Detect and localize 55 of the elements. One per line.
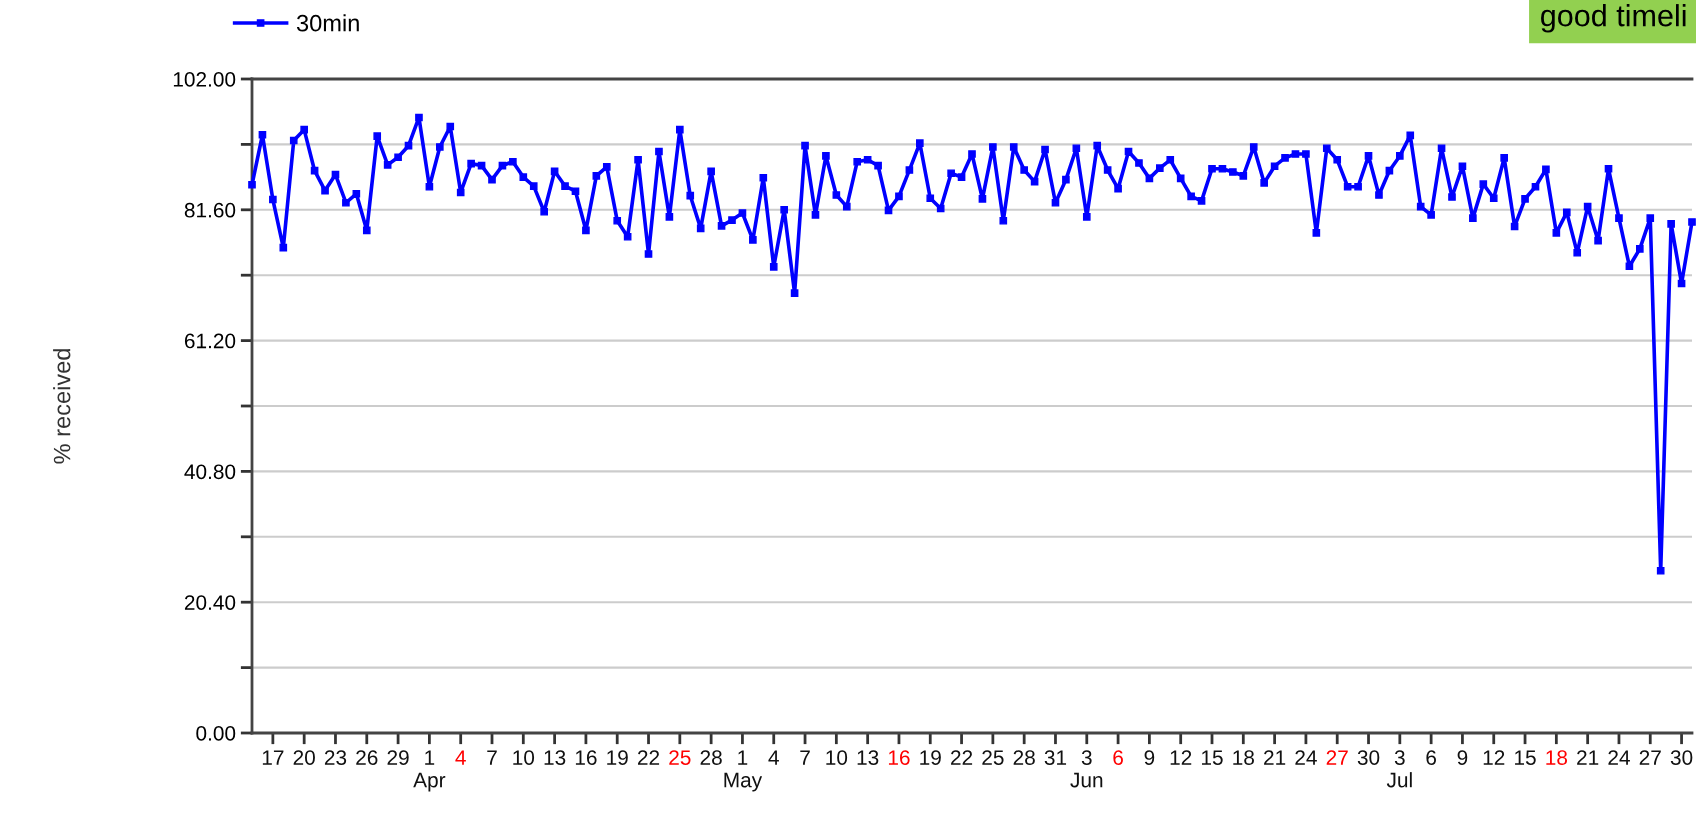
x-tick-label: 30 [1357,750,1380,765]
y-tick-label: 102.00 [173,72,236,87]
x-tick-label: 9 [1457,750,1468,765]
x-tick-label: 17 [262,750,284,765]
x-tick-label: 10 [826,750,848,765]
x-tick-label: 25 [669,750,691,765]
x-tick-label: 30 [1670,750,1693,765]
x-tick-label: 7 [800,750,810,765]
x-tick-label: 29 [387,750,409,765]
x-tick-label: 16 [888,750,910,765]
x-tick-label: 24 [1295,750,1317,765]
x-tick-label: 12 [1170,750,1192,765]
y-tick-label: 61.20 [184,333,236,349]
x-tick-label: 12 [1483,750,1505,765]
x-tick-label: 31 [1044,750,1067,765]
x-tick-label: 19 [920,750,941,765]
x-tick-label: 1 Apr [413,750,446,792]
x-tick-label: 15 [1202,750,1223,765]
text: good timeli [1541,4,1686,33]
y-tick-label: 0.00 [196,726,236,741]
y-tick-label: 40.80 [184,464,236,480]
y-tick-label: 81.60 [184,202,236,218]
x-tick-label: 6 [1426,750,1437,765]
y-tick-label: 20.40 [184,595,236,610]
x-tick-label: 21 [1577,750,1599,765]
x-tick-label: 4 [455,750,466,765]
x-tick-label: 15 [1515,750,1536,765]
x-tick-label: 21 [1264,750,1286,765]
x-tick-label: 16 [575,750,597,765]
x-tick-label: 13 [544,750,566,765]
x-tick-label: 9 [1144,750,1155,765]
x-tick-label: 1 May [724,750,763,792]
x-tick-label: 23 [324,750,347,765]
x-tick-label: 26 [356,750,378,765]
x-tick-label: 13 [857,750,879,765]
x-tick-label: 18 [1233,750,1254,765]
x-tick-label: 27 [1326,750,1348,765]
x-tick-label: 22 [951,750,973,765]
x-tick-label: 22 [637,750,660,765]
y-axis-title: % received [53,349,71,464]
x-tick-label: 10 [513,750,535,765]
x-tick-label: 3 Jun [1070,750,1103,788]
x-tick-label: 18 [1546,750,1568,765]
x-tick-label: 19 [607,750,628,765]
x-tick-label: 20 [293,750,315,765]
x-tick-label: 7 [487,750,497,765]
x-tick-label: 28 [700,750,722,765]
x-tick-label: 28 [1013,750,1035,765]
x-tick-label: 27 [1639,750,1661,765]
x-tick-label: 25 [982,750,1004,765]
x-tick-label: 3 Jul [1386,750,1412,788]
x-tick-label: 4 [768,750,779,765]
x-tick-label: 6 [1113,750,1123,765]
x-tick-label: 24 [1608,750,1630,765]
legend-label: 30min [296,14,359,32]
